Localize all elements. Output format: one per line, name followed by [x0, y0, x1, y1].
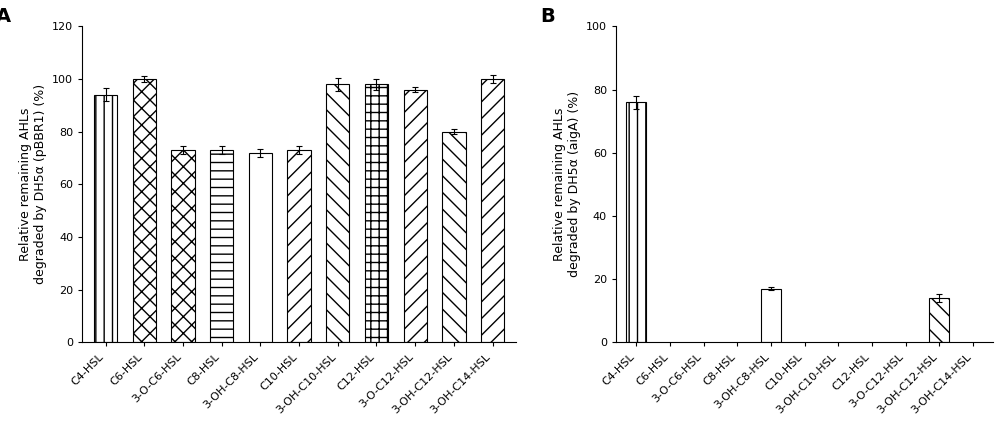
Bar [365, 84, 388, 342]
Bar [326, 84, 349, 342]
Text: B: B [541, 8, 555, 27]
Bar [133, 79, 156, 342]
Bar [171, 150, 195, 342]
Text: A: A [0, 8, 11, 27]
Bar [626, 102, 646, 342]
Bar [287, 150, 311, 342]
Bar [249, 153, 272, 342]
Y-axis label: Relative remaining AHLs
degraded by DH5α (aigA) (%): Relative remaining AHLs degraded by DH5α… [553, 91, 581, 278]
Bar [442, 132, 466, 342]
Bar [210, 150, 233, 342]
Y-axis label: Relative remaining AHLs
degraded by DH5α (pBBR1) (%): Relative remaining AHLs degraded by DH5α… [19, 84, 47, 284]
Bar [404, 89, 427, 342]
Bar [481, 79, 504, 342]
Bar [94, 95, 117, 342]
Bar [929, 298, 949, 342]
Bar [761, 289, 781, 342]
